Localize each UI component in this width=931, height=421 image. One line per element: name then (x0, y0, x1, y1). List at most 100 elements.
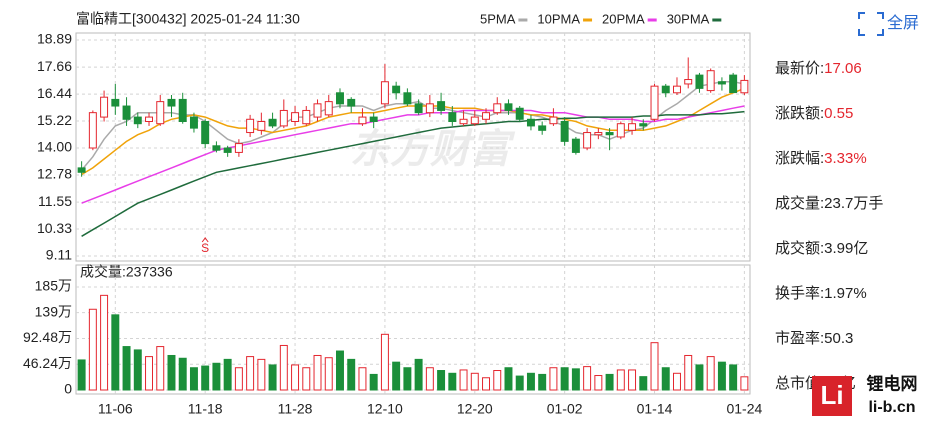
info-row: 最新价:17.06 (775, 60, 862, 77)
volume-bar (414, 358, 423, 391)
volume-bar (706, 356, 715, 391)
volume-bar (538, 373, 547, 391)
candle-body (178, 98, 187, 122)
candle-body (212, 145, 221, 151)
candle-body (392, 85, 401, 94)
candle-body (145, 116, 153, 122)
candle-body (324, 101, 333, 116)
volume-bar (684, 354, 693, 391)
volume-bar (156, 346, 165, 391)
candle-body (470, 116, 479, 125)
volume-bar (133, 349, 142, 391)
info-row: 换手率:1.97% (775, 285, 867, 302)
candle-body (673, 85, 681, 94)
x-tick-label: 11-06 (98, 401, 133, 417)
candle-body (100, 96, 109, 118)
info-value: 3.99亿 (824, 240, 868, 257)
volume-panel-frame (75, 264, 751, 395)
candle-body (706, 70, 715, 92)
legend-label: 5PMA (480, 11, 516, 26)
info-value: 0.55 (824, 105, 853, 122)
info-value: 1.97% (824, 285, 867, 302)
legend-label: 20PMA (602, 11, 645, 26)
volume-bar (549, 367, 558, 391)
volume-bar (695, 364, 704, 391)
logo-mark: Li (820, 380, 843, 410)
volume-bar (437, 370, 446, 391)
volume-bar (369, 373, 378, 391)
candle-body (88, 112, 97, 149)
candle-body (223, 147, 232, 153)
candle-body (740, 79, 749, 94)
volume-bar (459, 369, 468, 391)
volume-bar (291, 364, 300, 391)
candle-body (493, 103, 502, 114)
ma-line (81, 105, 745, 204)
candle-body (313, 103, 322, 118)
volume-bar (448, 372, 457, 391)
volume-bar (515, 375, 524, 391)
volume-bar (470, 372, 479, 391)
y-tick-label: 18.89 (37, 31, 72, 47)
candle-body (201, 120, 210, 145)
candle-body (369, 116, 378, 122)
candle-body (268, 118, 277, 127)
volume-bar (77, 359, 86, 391)
volume-bar (279, 344, 288, 391)
candle-body (77, 167, 86, 173)
candle-body (661, 85, 670, 94)
candle-body (336, 92, 344, 105)
candle-body (583, 132, 592, 149)
volume-bar (380, 333, 389, 391)
fullscreen-label[interactable]: 全屏 (887, 14, 919, 32)
logo-box (812, 376, 852, 416)
chart-title: 富临精工[300432] 2025-01-24 11:30 (76, 11, 300, 27)
volume-bar (605, 373, 614, 391)
fullscreen-button[interactable]: 全屏 (858, 12, 919, 36)
candle-body (403, 92, 412, 105)
candle-body (133, 116, 142, 125)
volume-tick-label: 46.24万 (23, 355, 72, 371)
volume-bar (482, 377, 490, 391)
x-tick-label: 11-18 (188, 401, 223, 417)
volume-bar (729, 364, 738, 391)
candle-body (717, 81, 726, 85)
candle-body (695, 74, 704, 89)
volume-bar (560, 367, 569, 391)
volume-bar (616, 369, 625, 391)
candle-body (571, 138, 580, 153)
x-tick-label: 01-02 (547, 401, 583, 417)
info-label: 换手率: (775, 285, 824, 302)
price-panel-frame (75, 32, 751, 262)
legend-label: 10PMA (537, 11, 580, 26)
candle-body (122, 105, 131, 120)
candle-body (189, 116, 198, 129)
volume-bar (673, 372, 681, 391)
x-tick-label: 12-10 (367, 401, 403, 417)
volume-bar (493, 370, 502, 391)
info-label: 总市值: (775, 375, 824, 392)
info-row: 成交量:23.7万手 (775, 194, 883, 212)
logo-url: li-b.cn (868, 399, 915, 416)
candle-body (628, 123, 637, 131)
volume-bar (571, 368, 580, 391)
candle-body (257, 120, 266, 131)
candle-body (167, 98, 176, 107)
candle-body (380, 81, 389, 105)
volume-bar (403, 367, 412, 391)
volume-bar (526, 372, 535, 391)
annotation: S (201, 241, 209, 255)
ma-line (81, 110, 745, 237)
candle-body (482, 112, 490, 120)
candle-body (616, 123, 625, 138)
candle-body (111, 98, 120, 107)
legend-label: 30PMA (667, 11, 710, 26)
info-value: 23.7万手 (824, 195, 883, 212)
annotation-arrow (201, 237, 209, 243)
volume-bar (145, 356, 153, 391)
y-tick-label: 11.55 (38, 193, 72, 209)
y-tick-label: 16.44 (37, 85, 72, 101)
candle-body (515, 107, 524, 120)
